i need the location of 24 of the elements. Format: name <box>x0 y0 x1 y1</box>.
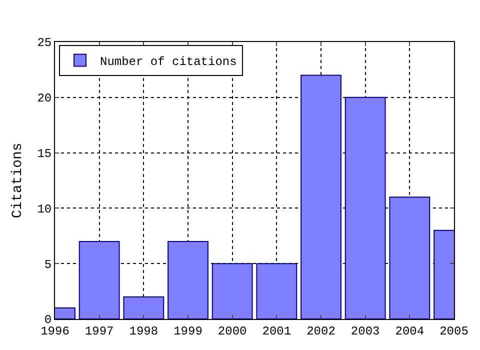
x-tick-label: 2005 <box>440 324 468 338</box>
bar <box>389 196 430 319</box>
bar <box>256 263 298 319</box>
y-tick-label: 10 <box>37 202 52 216</box>
y-tick-label: 25 <box>37 36 52 50</box>
bar <box>168 240 208 319</box>
y-tick-label: 15 <box>37 147 52 161</box>
x-tick-label: 2002 <box>306 324 336 338</box>
x-tick-label: 1999 <box>174 324 202 338</box>
x-tick-label: 2003 <box>350 324 380 338</box>
bar <box>300 74 342 319</box>
y-axis-title: Citations <box>10 142 26 218</box>
x-tick-label: 1998 <box>129 324 158 338</box>
x-tick-label: 2000 <box>218 324 247 338</box>
x-tick-label: 2004 <box>395 324 424 338</box>
legend-label: Number of citations <box>100 54 237 69</box>
bar <box>344 96 386 319</box>
bar <box>78 240 120 319</box>
y-tick-label: 5 <box>44 258 52 272</box>
bar <box>212 263 253 319</box>
x-tick-label: 2001 <box>262 324 292 338</box>
y-tick-label: 20 <box>37 92 52 106</box>
bar <box>123 296 164 319</box>
x-tick-label: 1997 <box>84 324 114 338</box>
